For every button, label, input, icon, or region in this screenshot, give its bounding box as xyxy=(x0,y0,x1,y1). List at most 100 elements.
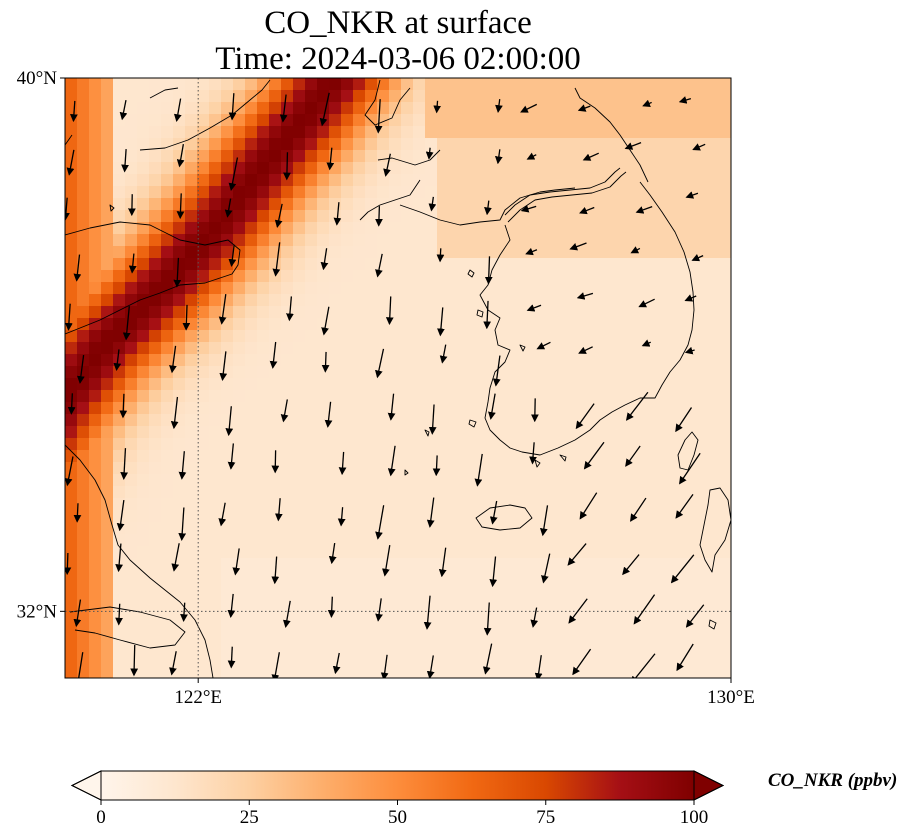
field-cell xyxy=(593,150,606,163)
field-cell xyxy=(497,666,510,678)
field-cell xyxy=(137,378,150,391)
field-cell xyxy=(605,210,618,223)
field-cell xyxy=(437,510,450,523)
field-cell xyxy=(449,294,462,307)
field-cell xyxy=(89,258,102,271)
field-cell xyxy=(161,246,174,259)
field-cell xyxy=(329,378,342,391)
field-cell xyxy=(485,402,498,415)
field-cell xyxy=(521,234,534,247)
field-cell xyxy=(485,114,498,127)
field-cell xyxy=(629,78,642,91)
field-cell xyxy=(605,270,618,283)
field-cell xyxy=(353,270,366,283)
field-cell xyxy=(377,486,390,499)
wind-arrow xyxy=(228,244,237,268)
field-cell xyxy=(689,594,702,607)
field-cell xyxy=(377,138,390,151)
field-cell xyxy=(245,606,258,619)
field-cell xyxy=(665,258,678,271)
field-cell xyxy=(149,210,162,223)
field-cell xyxy=(437,210,450,223)
field-cell xyxy=(173,522,186,535)
field-cell xyxy=(353,510,366,523)
field-cell xyxy=(389,162,402,175)
field-cell xyxy=(317,462,330,475)
field-cell xyxy=(677,78,690,91)
field-cell xyxy=(509,342,522,355)
field-cell xyxy=(461,546,474,559)
field-cell xyxy=(197,438,210,451)
field-cell xyxy=(281,222,294,235)
field-cell xyxy=(653,186,666,199)
field-cell xyxy=(449,546,462,559)
field-cell xyxy=(365,522,378,535)
field-cell xyxy=(593,450,606,463)
field-cell xyxy=(317,234,330,247)
field-cell xyxy=(113,186,126,199)
field-cell xyxy=(425,294,438,307)
field-cell xyxy=(473,546,486,559)
field-cell xyxy=(581,534,594,547)
field-cell xyxy=(545,498,558,511)
field-cell xyxy=(713,654,726,667)
field-cell xyxy=(161,630,174,643)
field-cell xyxy=(617,450,630,463)
field-cell xyxy=(365,390,378,403)
field-cell xyxy=(125,498,138,511)
field-cell xyxy=(497,450,510,463)
field-cell xyxy=(89,582,102,595)
field-cell xyxy=(617,426,630,439)
wind-arrow xyxy=(382,545,391,577)
field-cell xyxy=(533,150,546,163)
field-cell xyxy=(653,222,666,235)
wind-arrow xyxy=(78,652,84,678)
field-cell xyxy=(209,306,222,319)
field-cell xyxy=(341,138,354,151)
field-cell xyxy=(641,594,654,607)
field-cell xyxy=(329,222,342,235)
field-cell xyxy=(317,150,330,163)
field-cell xyxy=(485,126,498,139)
field-cell xyxy=(293,234,306,247)
field-cell xyxy=(725,474,731,487)
wind-arrow xyxy=(170,396,179,430)
field-cell xyxy=(677,606,690,619)
lon-tick-label: 122°E xyxy=(174,687,222,708)
field-cell xyxy=(233,510,246,523)
field-cell xyxy=(413,126,426,139)
field-cell xyxy=(161,474,174,487)
field-cell xyxy=(449,90,462,103)
field-cell xyxy=(437,594,450,607)
field-cell xyxy=(521,306,534,319)
wind-arrow xyxy=(178,507,187,542)
field-cell xyxy=(641,438,654,451)
field-cell xyxy=(401,582,414,595)
field-cell xyxy=(509,414,522,427)
field-cell xyxy=(569,138,582,151)
field-cell xyxy=(65,654,78,667)
field-cell xyxy=(581,174,594,187)
field-cell xyxy=(329,498,342,511)
field-cell xyxy=(89,642,102,655)
field-cell xyxy=(569,366,582,379)
field-cell xyxy=(149,342,162,355)
field-cell xyxy=(689,222,702,235)
field-cell xyxy=(401,306,414,319)
field-cell xyxy=(521,474,534,487)
field-cell xyxy=(137,426,150,439)
field-cell xyxy=(665,282,678,295)
field-cell xyxy=(137,570,150,583)
field-cell xyxy=(77,150,90,163)
field-cell xyxy=(389,138,402,151)
wind-arrow xyxy=(583,441,605,470)
field-cell xyxy=(413,522,426,535)
field-cell xyxy=(341,510,354,523)
field-cell xyxy=(545,534,558,547)
field-cell xyxy=(353,546,366,559)
field-cell xyxy=(281,342,294,355)
field-cell xyxy=(353,414,366,427)
field-cell xyxy=(713,462,726,475)
wind-arrow xyxy=(130,644,139,677)
field-cell xyxy=(113,594,126,607)
